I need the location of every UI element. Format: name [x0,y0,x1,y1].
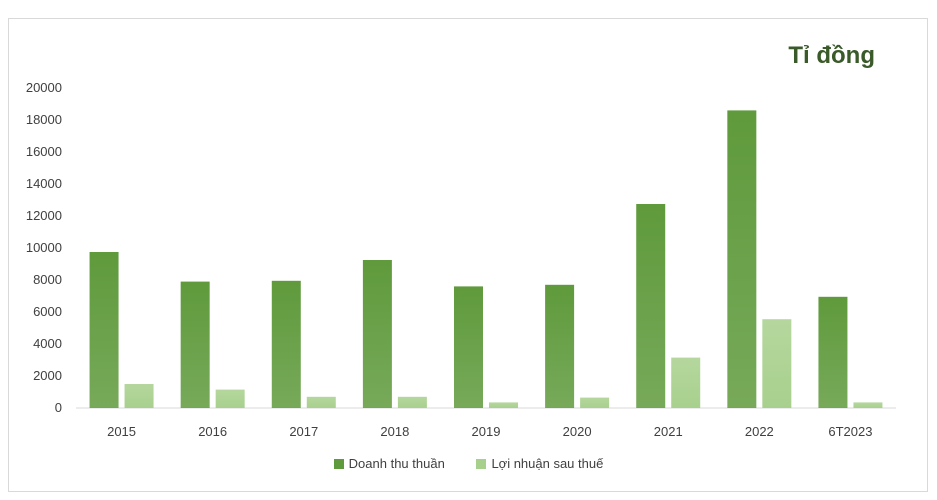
bars-group [89,110,883,409]
bar-loi-nhuan-sau-thue [489,402,518,408]
bar-doanh-thu-thuan [180,281,210,408]
x-axis: 2015 2016 2017 2018 2019 2020 2021 2022 6T2023 [107,424,872,439]
bar-loi-nhuan-sau-thue [306,396,336,408]
legend: Doanh thu thuần Lợi nhuận sau thuế [0,456,937,472]
bar-doanh-thu-thuan [454,286,483,408]
legend-label-profit: Lợi nhuận sau thuế [491,456,604,471]
y-tick-label: 4000 [33,336,62,351]
legend-label-revenue: Doanh thu thuần [348,456,445,471]
x-tick-label: 2022 [745,424,774,439]
bar-loi-nhuan-sau-thue [397,396,427,408]
y-tick-label: 14000 [26,176,62,191]
x-tick-label: 2018 [380,424,409,439]
bar-loi-nhuan-sau-thue [580,397,610,408]
bar-doanh-thu-thuan [545,284,575,408]
bar-doanh-thu-thuan [818,296,848,408]
bar-doanh-thu-thuan [89,252,119,408]
x-tick-label: 2019 [472,424,501,439]
bar-doanh-thu-thuan [636,204,666,408]
x-tick-label: 2020 [563,424,592,439]
bar-doanh-thu-thuan [271,280,301,408]
x-tick-label: 2015 [107,424,136,439]
y-tick-label: 6000 [33,304,62,319]
bar-loi-nhuan-sau-thue [762,319,792,408]
x-tick-label: 2021 [654,424,683,439]
legend-swatch-revenue [333,458,344,469]
y-axis: 0 2000 4000 6000 8000 10000 12000 14000 16000 180… [26,80,62,415]
y-tick-label: 8000 [33,272,62,287]
legend-item-revenue: Doanh thu thuần [333,456,445,471]
y-tick-label: 0 [55,400,62,415]
unit-label: Tỉ đồng [788,42,875,69]
y-tick-label: 20000 [26,80,62,95]
y-tick-label: 2000 [33,368,62,383]
y-tick-label: 10000 [26,240,62,255]
y-tick-label: 12000 [26,208,62,223]
bar-loi-nhuan-sau-thue [215,389,245,408]
bar-loi-nhuan-sau-thue [124,384,154,408]
x-tick-label: 2016 [198,424,227,439]
chart-frame [8,18,928,492]
legend-item-profit: Lợi nhuận sau thuế [476,456,603,471]
y-tick-label: 18000 [26,112,62,127]
bar-loi-nhuan-sau-thue [671,357,701,408]
x-tick-label: 6T2023 [828,424,872,439]
bar-loi-nhuan-sau-thue [853,402,883,408]
bar-doanh-thu-thuan [727,110,757,409]
y-tick-label: 16000 [26,144,62,159]
x-tick-label: 2017 [289,424,318,439]
legend-swatch-profit [476,458,487,469]
bar-doanh-thu-thuan [362,260,392,408]
